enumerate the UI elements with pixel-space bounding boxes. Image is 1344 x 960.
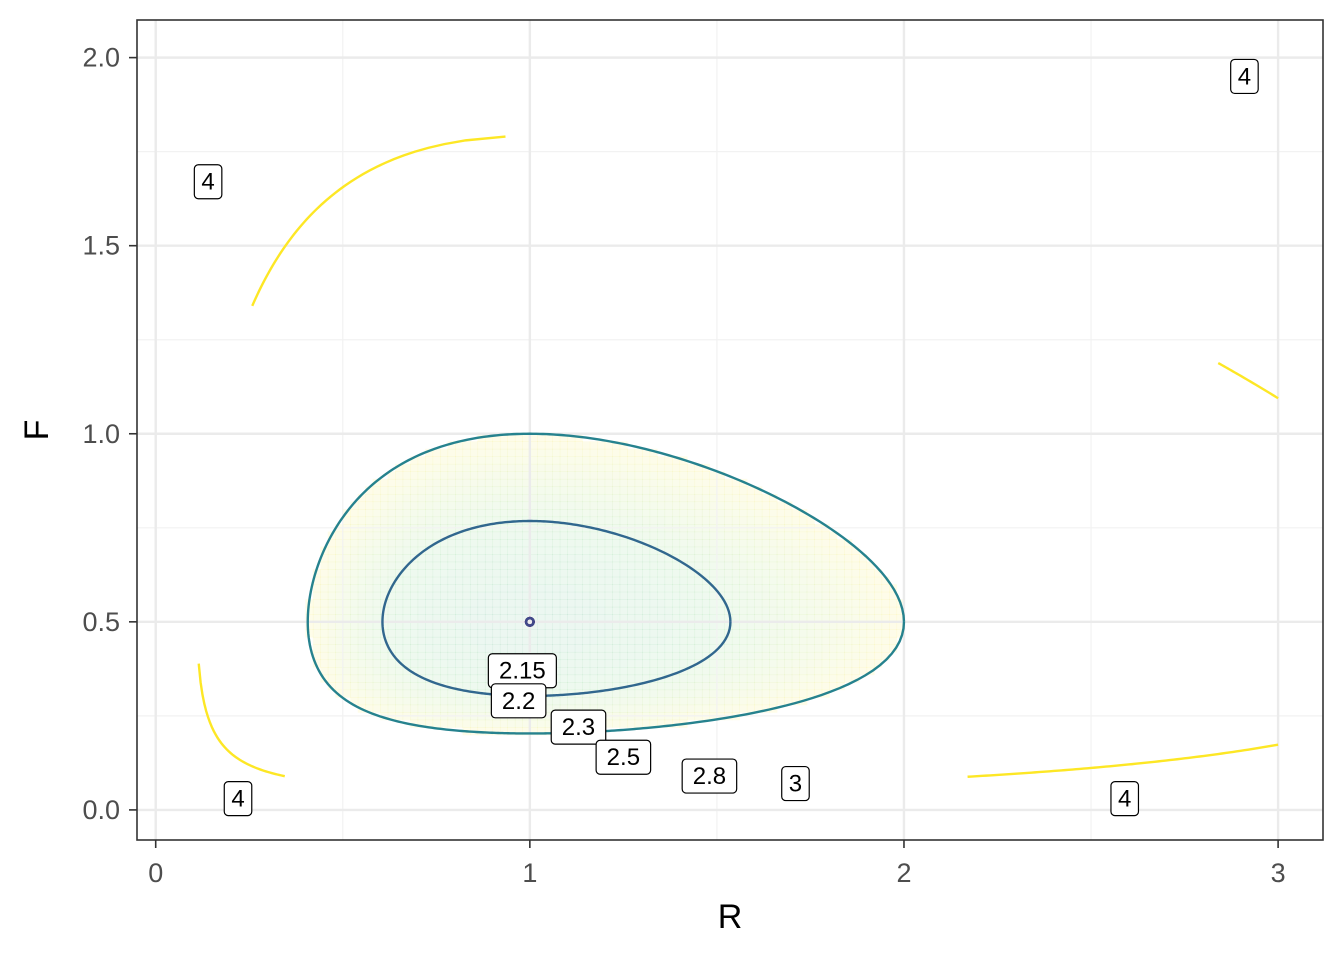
- svg-text:2.2: 2.2: [502, 688, 535, 715]
- contour-label: 2.2: [491, 684, 545, 718]
- svg-text:2.5: 2.5: [607, 744, 640, 771]
- y-tick-label: 2.0: [82, 43, 120, 73]
- svg-text:4: 4: [1118, 786, 1131, 813]
- svg-text:4: 4: [231, 786, 244, 813]
- svg-text:3: 3: [789, 771, 802, 798]
- contour-label: 4: [1111, 782, 1139, 816]
- y-tick-label: 1.5: [82, 231, 120, 261]
- x-tick-label: 2: [896, 858, 911, 888]
- contour-label: 4: [224, 782, 252, 816]
- y-axis-title: F: [18, 420, 56, 441]
- contour-label: 4: [1231, 59, 1259, 93]
- x-tick-label: 1: [522, 858, 537, 888]
- svg-text:2.15: 2.15: [499, 658, 546, 685]
- y-tick-label: 0.0: [82, 795, 120, 825]
- x-tick-label: 3: [1271, 858, 1286, 888]
- y-tick-label: 1.0: [82, 419, 120, 449]
- svg-text:2.3: 2.3: [562, 714, 595, 741]
- svg-text:2.8: 2.8: [693, 763, 726, 790]
- contour-label: 4: [194, 165, 222, 199]
- contour-label: 2.8: [682, 759, 737, 793]
- contour-label: 3: [782, 767, 810, 801]
- svg-text:4: 4: [1238, 63, 1251, 90]
- x-axis-title: R: [718, 898, 743, 936]
- x-tick-label: 0: [148, 858, 163, 888]
- contour-label: 2.15: [488, 654, 556, 688]
- contour-label: 2.3: [551, 710, 606, 744]
- svg-text:4: 4: [201, 169, 214, 196]
- contour-label: 2.5: [596, 740, 651, 774]
- y-tick-label: 0.5: [82, 607, 120, 637]
